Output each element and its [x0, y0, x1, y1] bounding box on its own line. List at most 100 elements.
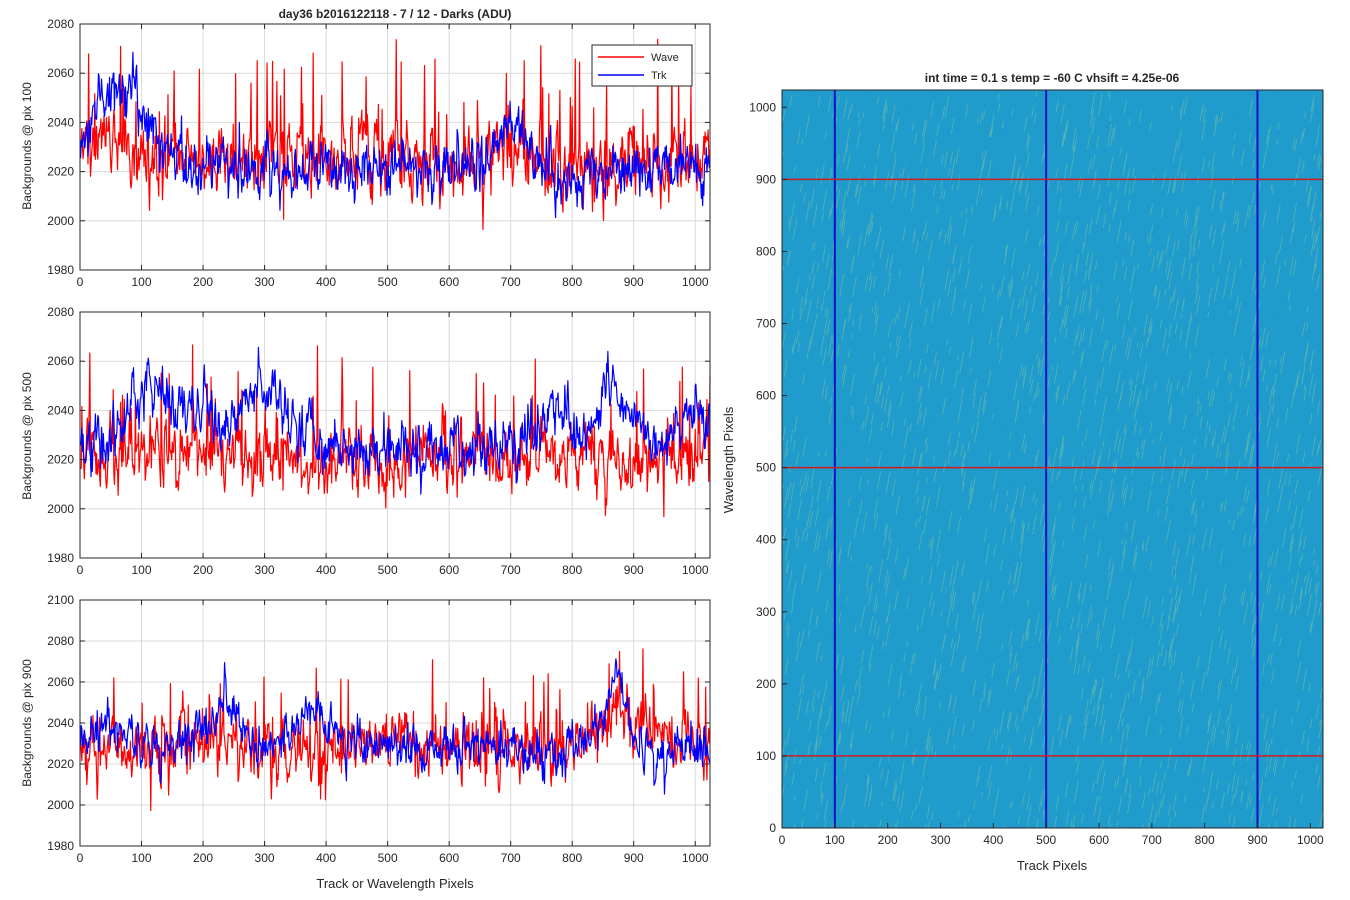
- panel-pix-100-frame: [79, 23, 711, 271]
- panel-pix-900-xtick-label: 200: [193, 851, 213, 865]
- panel-pix-100-xtick-label: 900: [624, 275, 644, 289]
- panel-pix-100-ytick-label: 2060: [47, 66, 74, 80]
- panel-pix-900-xtick-label: 700: [501, 851, 521, 865]
- panel-pix-100-xtick-label: 300: [255, 275, 275, 289]
- panel-pix-100-xtick-label: 800: [562, 275, 582, 289]
- panel-pix-100-ytick-label: 1980: [47, 263, 74, 277]
- panel-pix-100-ylabel: Backgrounds @ pix 100: [20, 82, 34, 210]
- panel-pix-500-xtick-label: 500: [378, 563, 398, 577]
- panel-pix-100-ytick-label: 2040: [47, 115, 74, 129]
- heatmap-frame: [781, 89, 1324, 829]
- panel-pix-900-ytick-label: 2100: [47, 593, 74, 607]
- panel-pix-500-ytick-label: 2060: [47, 354, 74, 368]
- panel-pix-900-ytick-label: 2060: [47, 675, 74, 689]
- panel-pix-900-ytick-label: 2020: [47, 757, 74, 771]
- panel-pix-500-frame: [79, 311, 711, 559]
- panel-pix-500-xtick-label: 800: [562, 563, 582, 577]
- panel-pix-500-ylabel: Backgrounds @ pix 500: [20, 372, 34, 500]
- panel-pix-900-xtick-label: 900: [624, 851, 644, 865]
- panel-pix-500-xtick-label: 200: [193, 563, 213, 577]
- legend-label-wave: Wave: [651, 52, 679, 64]
- panel-pix-900-xtick-label: 600: [439, 851, 459, 865]
- panel-pix-100-xtick-label: 100: [132, 275, 152, 289]
- heatmap-ylabel: Wavelength Pixels: [721, 406, 736, 513]
- panel-pix-100-xtick-label: 400: [316, 275, 336, 289]
- panel-pix-100-xtick-label: 500: [378, 275, 398, 289]
- heatmap-xtick-label: 100: [825, 833, 845, 847]
- panel-pix-500-xtick-label: 300: [255, 563, 275, 577]
- heatmap-ytick-label: 300: [756, 605, 776, 619]
- panel-pix-100-xtick-label: 0: [77, 275, 84, 289]
- panel-pix-500-ytick-label: 2080: [47, 305, 74, 319]
- heatmap-ytick-label: 0: [769, 821, 776, 835]
- panel-pix-500-xtick-label: 400: [316, 563, 336, 577]
- legend-box: [591, 44, 693, 87]
- panel-pix-500-xtick-label: 100: [132, 563, 152, 577]
- panel-pix-500-xtick-label: 0: [77, 563, 84, 577]
- heatmap-xtick-label: 600: [1089, 833, 1109, 847]
- heatmap-panel: int time = 0.1 s temp = -60 C vhsift = 4…: [721, 71, 1324, 873]
- heatmap-xlabel: Track Pixels: [1017, 858, 1088, 873]
- line-panel-pix-900: Backgrounds @ pix 900 Track or Wavelengt…: [20, 593, 711, 891]
- panel-pix-900-ytick-label: 2080: [47, 634, 74, 648]
- series-line-trk-pix-500: [80, 346, 711, 495]
- panel-pix-900-ytick-label: 2040: [47, 716, 74, 730]
- series-line-wave-pix-500: [80, 344, 711, 518]
- heatmap-background: [782, 90, 1323, 828]
- heatmap-xtick-label: 400: [983, 833, 1003, 847]
- heatmap-ytick-label: 600: [756, 389, 776, 403]
- panel-pix-900-xtick-label: 400: [316, 851, 336, 865]
- line-panel-pix-500: Backgrounds @ pix 500 0 100 200 300 400 500 60…: [20, 305, 711, 577]
- panel-pix-900-xtick-label: 100: [132, 851, 152, 865]
- panel-pix-500-xtick-label: 700: [501, 563, 521, 577]
- series-line-trk-pix-900: [80, 658, 711, 795]
- heatmap-ytick-label: 400: [756, 533, 776, 547]
- heatmap-ytick-label: 500: [756, 461, 776, 475]
- heatmap-title: int time = 0.1 s temp = -60 C vhsift = 4…: [925, 71, 1180, 85]
- legend: Wave Trk: [591, 44, 693, 87]
- heatmap-ytick-label: 900: [756, 172, 776, 186]
- legend-label-trk: Trk: [651, 70, 667, 82]
- series-line-trk-pix-100: [80, 51, 711, 219]
- heatmap-ytick-label: 100: [756, 749, 776, 763]
- heatmap-xtick-label: 200: [878, 833, 898, 847]
- panel-pix-100-ytick-label: 2000: [47, 214, 74, 228]
- panel-pix-900-xlabel: Track or Wavelength Pixels: [316, 876, 474, 891]
- panel-pix-500-ytick-label: 2040: [47, 403, 74, 417]
- heatmap-xtick-label: 700: [1142, 833, 1162, 847]
- heatmap-xtick-label: 500: [1036, 833, 1056, 847]
- heatmap-texture: [782, 90, 1323, 828]
- panel-pix-500-plot-area: [80, 312, 710, 558]
- panel-pix-900-ytick-label: 2000: [47, 798, 74, 812]
- heatmap-ytick-label: 700: [756, 317, 776, 331]
- heatmap-ytick-label: 1000: [749, 100, 776, 114]
- panel-pix-500-ytick-label: 1980: [47, 551, 74, 565]
- heatmap-image: [782, 90, 1323, 828]
- panel-pix-100-xtick-label: 200: [193, 275, 213, 289]
- panel-pix-900-xtick-label: 500: [378, 851, 398, 865]
- heatmap-xtick-label: 800: [1195, 833, 1215, 847]
- panel-pix-900-xtick-label: 1000: [682, 851, 709, 865]
- heatmap-xtick-label: 300: [930, 833, 950, 847]
- panel-pix-900-xtick-label: 800: [562, 851, 582, 865]
- heatmap-ytick-label: 200: [756, 677, 776, 691]
- panel-pix-500-xtick-label: 1000: [682, 563, 709, 577]
- panel-pix-900-ytick-label: 1980: [47, 839, 74, 853]
- panel-pix-500-ytick-label: 2000: [47, 502, 74, 516]
- panel-pix-900-xtick-label: 300: [255, 851, 275, 865]
- heatmap-ytick-label: 800: [756, 244, 776, 258]
- panel-pix-100-ytick-label: 2020: [47, 165, 74, 179]
- figure-title: day36 b2016122118 - 7 / 12 - Darks (ADU): [279, 7, 512, 21]
- panel-pix-500-xtick-label: 900: [624, 563, 644, 577]
- heatmap-xtick-label: 1000: [1297, 833, 1324, 847]
- panel-pix-900-ylabel: Backgrounds @ pix 900: [20, 659, 34, 787]
- panel-pix-100-xtick-label: 1000: [682, 275, 709, 289]
- panel-pix-500-ytick-label: 2020: [47, 453, 74, 467]
- panel-pix-100-xtick-label: 700: [501, 275, 521, 289]
- panel-pix-900-xtick-label: 0: [77, 851, 84, 865]
- heatmap-xtick-label: 0: [779, 833, 786, 847]
- panel-pix-500-xtick-label: 600: [439, 563, 459, 577]
- panel-pix-100-ytick-label: 2080: [47, 17, 74, 31]
- panel-pix-100-xtick-label: 600: [439, 275, 459, 289]
